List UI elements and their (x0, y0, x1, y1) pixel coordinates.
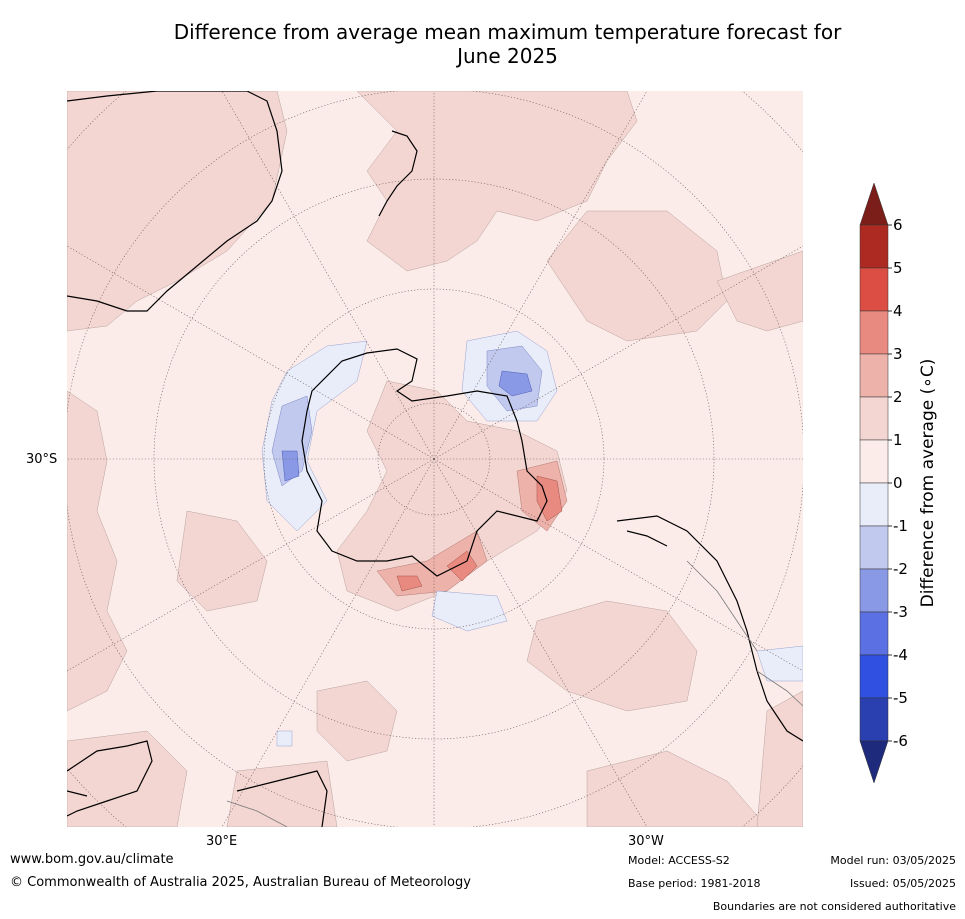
colorbar-band (859, 482, 889, 527)
colorbar-tick-label: 0 (893, 474, 903, 492)
coastline-antarctica (301, 348, 548, 577)
base-period-text: Base period: 1981-2018 (628, 877, 761, 890)
colorbar-band (859, 396, 889, 441)
colorbar-ticks: 6 5 4 3 2 1 0 -1 -2 -3 -4 -5 -6 (888, 216, 908, 750)
colorbar-band (859, 568, 889, 613)
colorbar-tick-label: -6 (893, 732, 908, 750)
contour-band-minus3-to-minus2 (281, 370, 533, 482)
colorbar-band (859, 267, 889, 312)
issued-text: Issued: 05/05/2025 (849, 877, 956, 890)
colorbar-tick-label: -2 (893, 560, 908, 578)
lon-label-30w: 30°W (628, 834, 664, 849)
chart-title: Difference from average mean maximum tem… (60, 20, 955, 68)
colorbar-tick-label: 2 (893, 388, 903, 406)
colorbar-band (859, 740, 889, 783)
coastline-south-america (616, 515, 803, 742)
colorbar-tick-label: 5 (893, 259, 903, 277)
lon-label-30e: 30°E (206, 834, 238, 849)
title-line-1: Difference from average mean maximum tem… (173, 20, 842, 44)
colorbar-label: Difference from average (∘C) (918, 358, 938, 608)
colorbar-band (859, 439, 889, 484)
colorbar: 6 5 4 3 2 1 0 -1 -2 -3 -4 -5 -6 (859, 183, 908, 783)
model-text: Model: ACCESS-S2 (628, 854, 730, 867)
coastline-africa (67, 740, 153, 817)
political-boundaries (226, 560, 803, 827)
disclaimer-text: Boundaries are not considered authoritat… (712, 900, 956, 913)
copyright-text: © Commonwealth of Australia 2025, Austra… (10, 875, 471, 890)
colorbar-band (859, 654, 889, 699)
colorbar-tick-label: -3 (893, 603, 908, 621)
colorbar-band (859, 697, 889, 742)
coastline-australia (67, 91, 283, 312)
colorbar-bands (859, 183, 889, 783)
colorbar-band (859, 183, 889, 226)
colorbar-tick-label: 1 (893, 431, 903, 449)
colorbar-band (859, 525, 889, 570)
lat-label-30s: 30°S (26, 452, 58, 467)
coastlines (67, 91, 803, 827)
colorbar-band (859, 353, 889, 398)
coastline-new-zealand (378, 130, 418, 217)
colorbar-tick-label: 6 (893, 216, 903, 234)
graticule (67, 91, 803, 827)
model-run-text: Model run: 03/05/2025 (830, 854, 956, 867)
colorbar-tick-label: 3 (893, 345, 903, 363)
contour-band-1-to-2 (67, 91, 803, 827)
map-plot (67, 91, 803, 827)
colorbar-tick-label: -5 (893, 689, 908, 707)
coastline-madagascar (67, 790, 88, 797)
colorbar-tick-label: 4 (893, 302, 903, 320)
colorbar-band (859, 611, 889, 656)
colorbar-tick-label: -4 (893, 646, 908, 664)
website-link[interactable]: www.bom.gov.au/climate (10, 852, 174, 867)
colorbar-band (859, 224, 889, 269)
title-line-2: June 2025 (457, 44, 558, 68)
colorbar-tick-label: -1 (893, 517, 908, 535)
colorbar-band (859, 310, 889, 355)
